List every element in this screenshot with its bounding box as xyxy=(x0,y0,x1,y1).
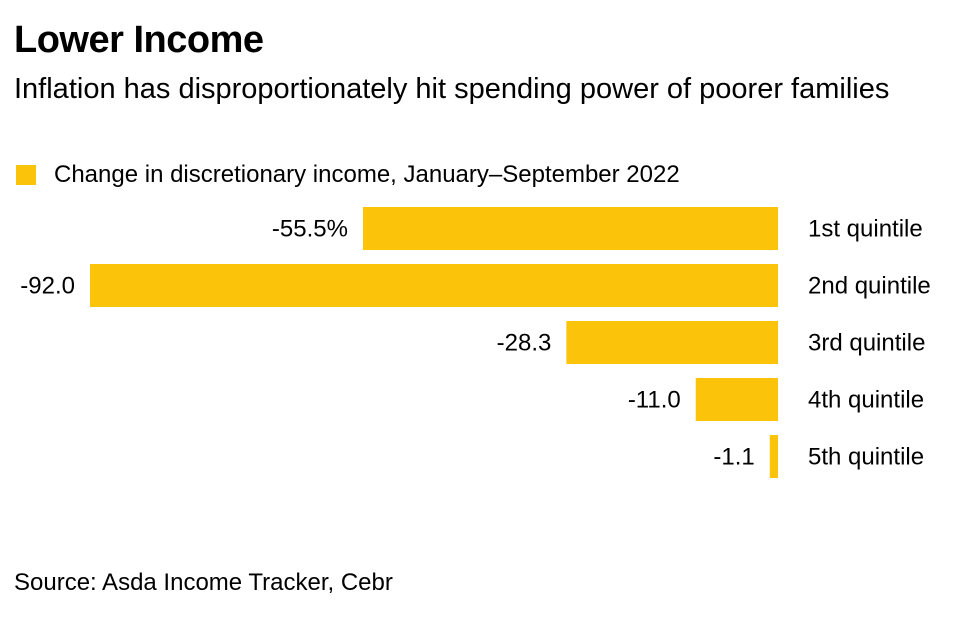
category-label: 4th quintile xyxy=(808,387,924,414)
bar-value-label: -55.5% xyxy=(272,216,348,243)
bar-1 xyxy=(362,207,778,250)
legend: Change in discretionary income, January–… xyxy=(16,161,680,189)
chart-title: Lower Income xyxy=(14,19,264,61)
category-label: 3rd quintile xyxy=(808,330,925,357)
category-label: 1st quintile xyxy=(808,216,923,243)
legend-label: Change in discretionary income, January–… xyxy=(54,161,680,188)
bar-value-label: -11.0 xyxy=(628,387,681,414)
bar-value-label: -92.0 xyxy=(20,273,75,300)
bar-5 xyxy=(769,435,778,478)
legend-swatch xyxy=(16,165,36,185)
chart-subtitle: Inflation has disproportionately hit spe… xyxy=(14,73,890,105)
source-note: Source: Asda Income Tracker, Cebr xyxy=(14,569,393,596)
bar-4 xyxy=(695,378,778,421)
bar-value-label: -1.1 xyxy=(713,444,754,471)
bar-chart: -55.5% 1st quintile -92.0 2nd quintile -28.3… xyxy=(20,207,931,478)
category-label: 2nd quintile xyxy=(808,273,931,300)
bar-2 xyxy=(90,264,778,307)
bar-3 xyxy=(566,321,778,364)
bar-value-label: -28.3 xyxy=(497,330,552,357)
category-label: 5th quintile xyxy=(808,444,924,471)
